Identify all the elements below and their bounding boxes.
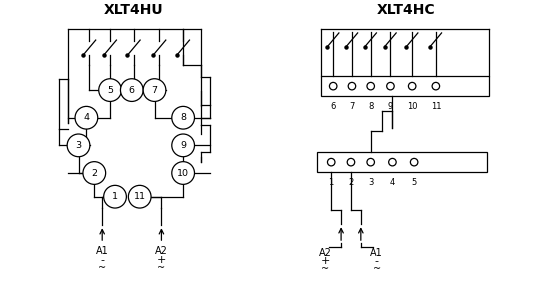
Text: 2: 2	[349, 178, 353, 187]
Circle shape	[67, 134, 90, 157]
Circle shape	[104, 185, 126, 208]
Text: +: +	[157, 255, 166, 265]
Text: ~: ~	[157, 263, 165, 273]
Text: 7: 7	[349, 102, 354, 111]
Text: 10: 10	[407, 102, 417, 111]
Circle shape	[367, 82, 375, 90]
Circle shape	[367, 158, 375, 166]
Circle shape	[128, 185, 151, 208]
Circle shape	[143, 79, 166, 102]
Circle shape	[409, 82, 416, 90]
Text: -: -	[100, 255, 104, 265]
Text: ~: ~	[321, 264, 330, 274]
Text: 4: 4	[390, 178, 395, 187]
Text: A2: A2	[319, 248, 332, 258]
Text: 11: 11	[430, 102, 441, 111]
Circle shape	[99, 79, 121, 102]
Text: 8: 8	[368, 102, 373, 111]
Text: 9: 9	[388, 102, 393, 111]
Text: A1: A1	[370, 248, 383, 258]
Text: ~: ~	[372, 264, 380, 274]
Text: +: +	[321, 256, 330, 266]
Text: 1: 1	[112, 192, 118, 201]
Circle shape	[172, 134, 195, 157]
Bar	[321, 76, 489, 96]
Circle shape	[330, 82, 337, 90]
Text: 3: 3	[75, 141, 81, 150]
Text: 5: 5	[107, 86, 113, 94]
Text: 8: 8	[180, 113, 186, 122]
Text: ~: ~	[98, 263, 106, 273]
Circle shape	[410, 158, 418, 166]
Text: -: -	[375, 256, 379, 266]
Circle shape	[348, 82, 356, 90]
Text: XLT4HC: XLT4HC	[377, 3, 436, 17]
Text: 11: 11	[134, 192, 146, 201]
Text: 4: 4	[83, 113, 89, 122]
Text: 5: 5	[411, 178, 417, 187]
Text: A1: A1	[96, 246, 108, 256]
Text: 3: 3	[368, 178, 373, 187]
Circle shape	[120, 79, 143, 102]
Circle shape	[75, 106, 98, 129]
Circle shape	[347, 158, 354, 166]
Text: 2: 2	[91, 169, 98, 177]
Circle shape	[389, 158, 396, 166]
Text: 6: 6	[331, 102, 336, 111]
Text: 9: 9	[180, 141, 186, 150]
Text: 10: 10	[177, 169, 189, 177]
Text: 6: 6	[129, 86, 135, 94]
Circle shape	[327, 158, 335, 166]
Text: 7: 7	[152, 86, 158, 94]
Circle shape	[83, 162, 106, 184]
Circle shape	[432, 82, 440, 90]
Circle shape	[172, 162, 195, 184]
Text: XLT4HU: XLT4HU	[104, 3, 164, 17]
Circle shape	[172, 106, 195, 129]
Text: A2: A2	[155, 246, 168, 256]
Circle shape	[386, 82, 394, 90]
Bar	[318, 152, 487, 172]
Text: 1: 1	[328, 178, 334, 187]
